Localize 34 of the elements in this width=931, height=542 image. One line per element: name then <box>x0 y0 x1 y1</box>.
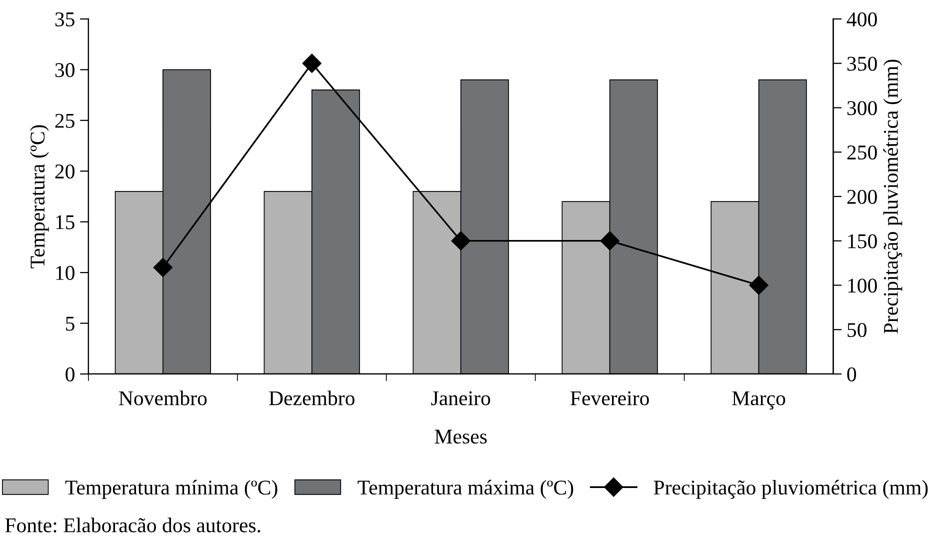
point <box>600 231 620 250</box>
legend-label: Temperatura mínima (ºC) <box>65 480 278 499</box>
y-tick-label: 30 <box>55 63 74 78</box>
y2-tick-label: 250 <box>847 145 877 160</box>
legend-label: Temperatura máxima (ºC) <box>358 480 574 499</box>
legend-label: Precipitação pluviométrica (mm) <box>654 480 928 499</box>
x-axis-title: Meses <box>434 430 487 444</box>
y-tick-label: 35 <box>55 12 74 26</box>
y-axis-title: Temperatura (ºC) <box>30 125 49 268</box>
y2-tick-label: 150 <box>848 234 877 248</box>
y2-axis-title: Precipitação pluviométrica (mm) <box>883 60 902 334</box>
y-tick-label: 10 <box>56 266 74 280</box>
y2-tick-label: 300 <box>847 101 877 116</box>
x-tick-label: Fevereiro <box>570 391 649 406</box>
y-tick-label: 5 <box>66 316 74 331</box>
point <box>749 276 768 295</box>
point <box>451 231 470 250</box>
y2-tick-label: 100 <box>848 278 877 293</box>
point <box>153 258 172 278</box>
y-tick-label: 0 <box>66 367 74 382</box>
y2-tick-label: 0 <box>847 367 856 382</box>
point <box>302 54 322 73</box>
x-tick-label: Dezembro <box>269 390 354 406</box>
x-tick-label: Janeiro <box>431 391 490 406</box>
y2-tick-label: 200 <box>847 190 877 204</box>
y-tick-label: 15 <box>56 215 74 230</box>
y2-tick-label: 50 <box>848 322 866 338</box>
y-tick-label: 20 <box>55 164 74 179</box>
y2-tick-label: 350 <box>847 56 877 71</box>
y2-tick-label: 400 <box>846 12 877 26</box>
x-tick-label: Novembro <box>118 390 207 406</box>
source-note: Fonte: Elaboracão dos autores. <box>5 518 260 532</box>
y-tick-label: 25 <box>55 114 74 128</box>
x-tick-label: Março <box>732 391 786 410</box>
